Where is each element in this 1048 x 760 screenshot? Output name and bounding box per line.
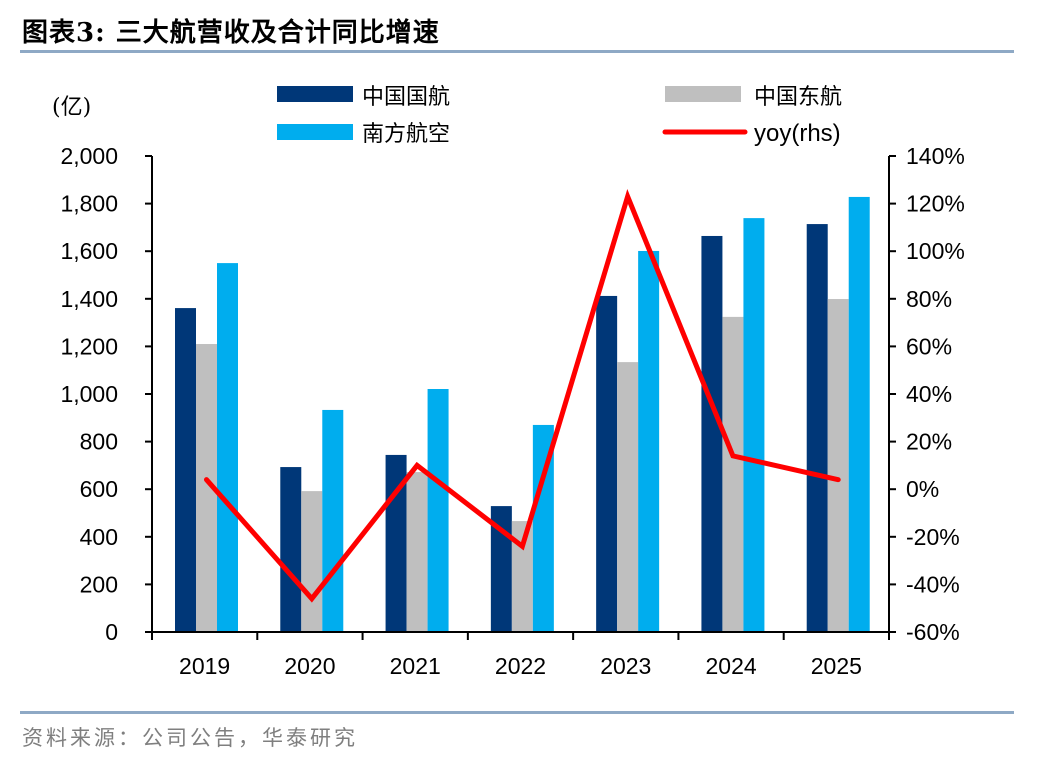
right-axis-tick-label: 100% — [906, 238, 965, 264]
right-axis-tick-label: 80% — [906, 286, 952, 312]
footer-divider — [20, 711, 1014, 714]
x-axis-tick-label: 2025 — [811, 653, 862, 679]
left-axis-tick-label: 1,800 — [60, 191, 118, 217]
axes-group: 0 200 400 600 800 1,000 1,200 1,400 1,600 1,800 2,… — [60, 143, 964, 679]
left-axis-tick-label: 1,400 — [60, 286, 118, 312]
x-axis-tick-label: 2021 — [390, 653, 441, 679]
bar-2024-0 — [701, 235, 723, 632]
legend-swatch-2 — [277, 124, 353, 140]
bar-2021-2 — [427, 389, 449, 632]
legend-label-3: yoy(rhs) — [754, 120, 841, 147]
bar-2023-2 — [638, 250, 660, 632]
legend-label-2: 南方航空 — [362, 122, 450, 147]
left-axis-tick-label: 400 — [80, 524, 118, 550]
left-axis-tick-label: 1,600 — [60, 238, 118, 264]
right-axis-tick-label: -20% — [906, 524, 960, 550]
bar-2023-0 — [596, 295, 618, 632]
left-axis-tick-label: 800 — [80, 429, 118, 455]
figure-title: 图表3: 三大航营收及合计同比增速 — [22, 18, 440, 48]
x-axis-tick-label: 2020 — [284, 653, 335, 679]
bar-2020-0 — [280, 467, 302, 632]
bar-2022-0 — [490, 506, 512, 632]
bar-2019-0 — [175, 308, 196, 632]
bars-group — [175, 196, 870, 633]
right-axis-tick-label: -40% — [906, 571, 960, 597]
x-axis-tick-label: 2019 — [179, 653, 230, 679]
x-axis-tick-label: 2023 — [600, 653, 651, 679]
left-axis-tick-label: 0 — [105, 619, 118, 645]
title-divider — [20, 50, 1014, 53]
right-axis-tick-label: -60% — [906, 619, 960, 645]
right-axis-tick-label: 60% — [906, 333, 952, 359]
yoy-line-group — [204, 188, 841, 603]
legend-swatch-1 — [665, 86, 741, 102]
right-axis-tick-label: 120% — [906, 191, 965, 217]
bar-2019-1 — [196, 344, 217, 632]
bar-2023-1 — [617, 362, 639, 632]
left-axis-tick-label: 1,200 — [60, 333, 118, 359]
bar-2021-1 — [406, 472, 428, 632]
bar-2019-2 — [217, 263, 238, 632]
bar-2025-0 — [806, 224, 828, 632]
source-note: 资料来源：公司公告，华泰研究 — [22, 726, 358, 750]
right-axis-tick-label: 40% — [906, 381, 952, 407]
legend-label-1: 中国东航 — [754, 85, 842, 110]
left-axis-tick-label: 2,000 — [60, 143, 118, 169]
right-axis-tick-label: 0% — [906, 476, 939, 502]
right-axis-tick-label: 20% — [906, 429, 952, 455]
left-axis-tick-label: 600 — [80, 476, 118, 502]
bar-2020-2 — [322, 409, 344, 632]
left-axis-tick-label: 200 — [80, 571, 118, 597]
bar-2022-2 — [532, 424, 554, 632]
bar-2025-1 — [827, 299, 849, 632]
right-axis-tick-label: 140% — [906, 143, 965, 169]
left-axis-unit-label: (亿) — [52, 95, 91, 120]
legend-label-0: 中国国航 — [362, 85, 450, 110]
left-axis-tick-label: 1,000 — [60, 381, 118, 407]
bar-2025-2 — [848, 196, 870, 632]
legend-swatch-0 — [277, 86, 353, 102]
x-axis-tick-label: 2024 — [705, 653, 756, 679]
x-axis-tick-label: 2022 — [495, 653, 546, 679]
bar-2024-2 — [743, 218, 765, 633]
bar-2024-1 — [722, 316, 744, 632]
bar-2022-1 — [511, 521, 533, 632]
bar-2020-1 — [301, 491, 323, 632]
